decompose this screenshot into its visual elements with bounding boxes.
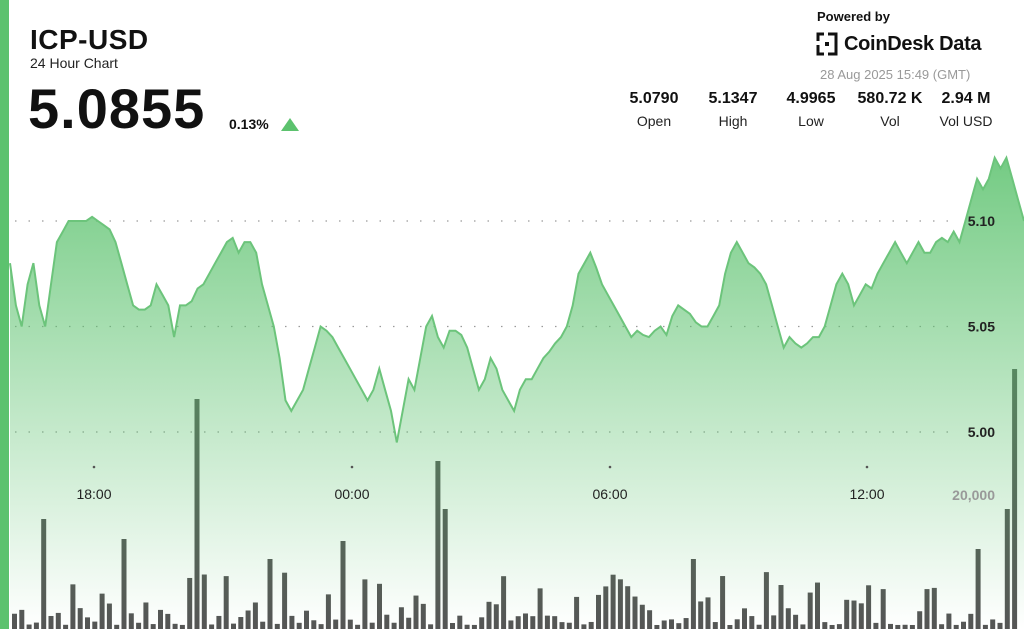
stat-label: Low [798, 113, 824, 129]
chart-subtitle: 24 Hour Chart [30, 55, 118, 71]
brand-logo: CoinDesk Data [815, 32, 982, 56]
stat-value: 580.72 K [857, 90, 923, 107]
price-change: 0.13% [229, 116, 269, 132]
coindesk-logo-icon [815, 32, 838, 56]
x-tick-mark [865, 465, 869, 469]
stat-vol-usd: 2.94 M Vol USD [934, 90, 998, 129]
x-tick-label-2: 06:00 [592, 486, 627, 502]
x-tick-label-3: 12:00 [849, 486, 884, 502]
powered-by-label: Powered by [817, 9, 890, 24]
axis-labels: 5.10 5.05 5.00 18:00 00:00 06:00 12:00 20,000 [76, 213, 995, 503]
current-price: 5.0855 [28, 77, 206, 140]
stat-open: 5.0790 Open [624, 90, 684, 129]
price-area [10, 157, 1024, 629]
stat-value: 5.0790 [629, 90, 679, 107]
stat-label: Open [636, 113, 672, 129]
y-tick-label-1: 5.05 [968, 319, 995, 335]
x-tick-mark [92, 465, 96, 469]
stat-label: Vol [880, 113, 900, 129]
stat-value: 5.1347 [708, 90, 758, 107]
y-tick-label-0: 5.10 [968, 213, 995, 229]
stat-high: 5.1347 High [700, 90, 766, 129]
up-arrow-icon [281, 118, 299, 131]
x-tick-mark [350, 465, 354, 469]
x-tick-label-0: 18:00 [76, 486, 111, 502]
x-tick-mark [608, 465, 612, 469]
volume-tick-label: 20,000 [952, 487, 995, 503]
timestamp: 28 Aug 2025 15:49 (GMT) [820, 67, 971, 82]
stat-value: 4.9965 [786, 90, 836, 107]
stat-value: 2.94 M [941, 90, 991, 107]
stat-vol: 580.72 K Vol [848, 90, 932, 129]
brand-name: CoinDesk Data [844, 32, 982, 55]
accent-bar [0, 0, 9, 629]
stat-label: High [718, 113, 748, 129]
x-tick-label-1: 00:00 [334, 486, 369, 502]
pair-title: ICP-USD [30, 24, 149, 55]
price-line [9, 155, 1024, 443]
stat-label: Vol USD [939, 113, 993, 129]
y-tick-label-2: 5.00 [968, 424, 995, 440]
stat-low: 4.9965 Low [778, 90, 844, 129]
